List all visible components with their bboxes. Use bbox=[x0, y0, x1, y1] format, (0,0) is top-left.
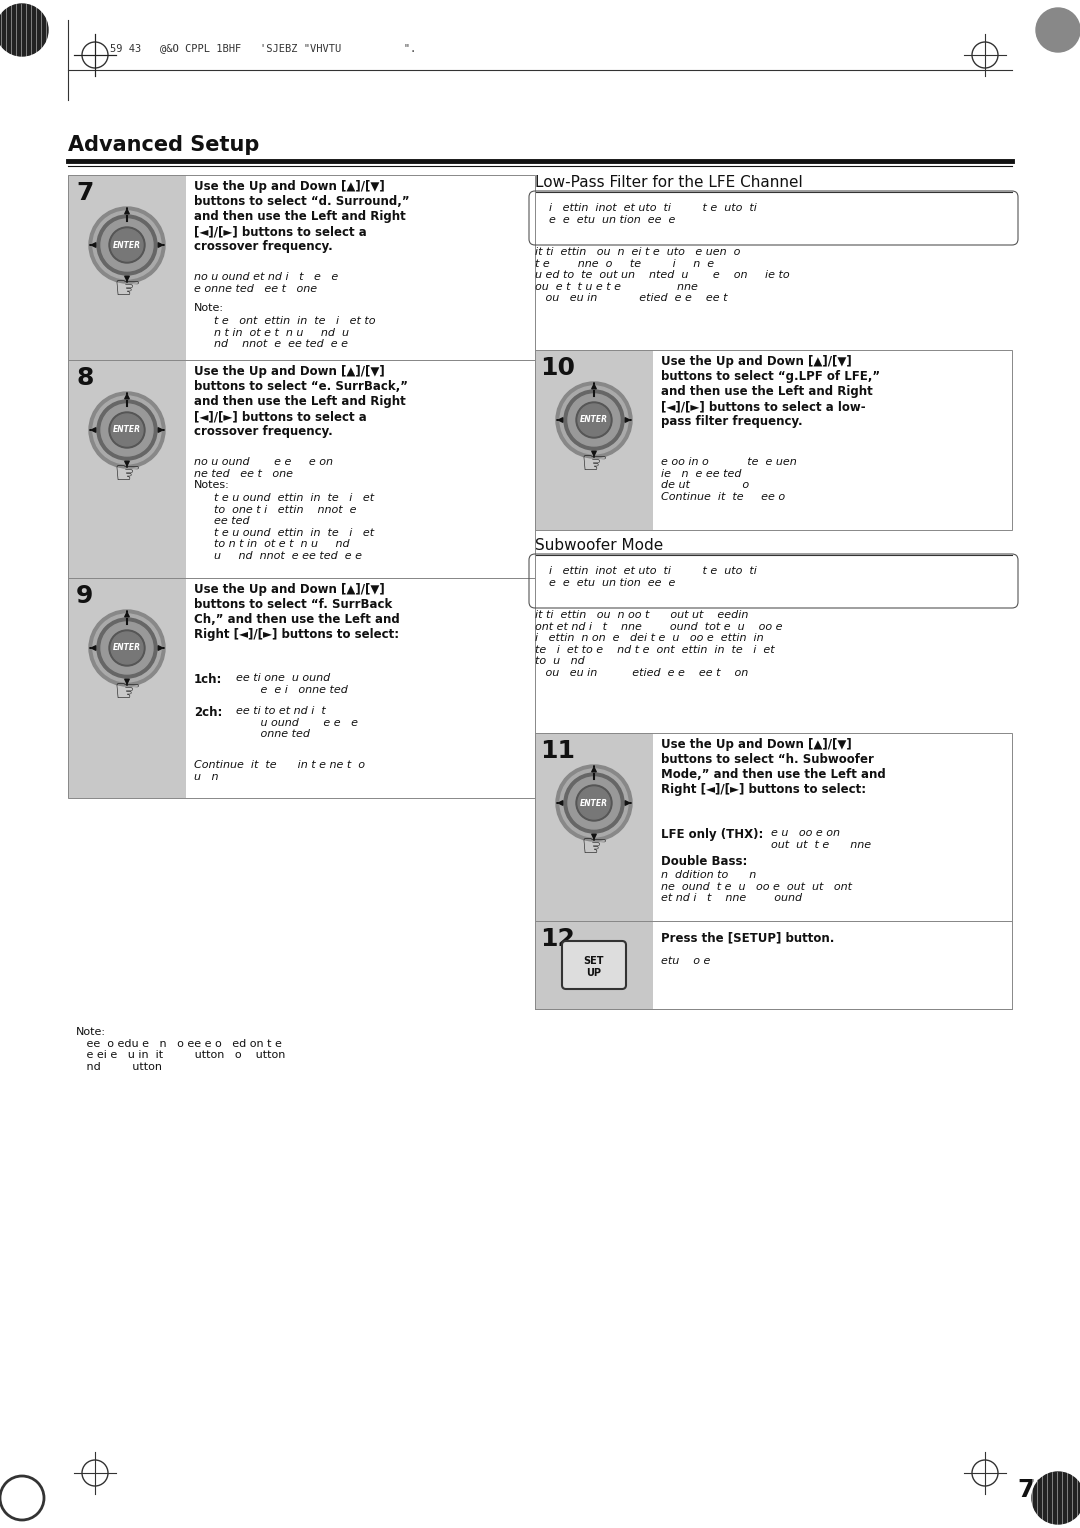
Circle shape bbox=[564, 390, 624, 451]
Circle shape bbox=[556, 766, 632, 840]
Circle shape bbox=[109, 228, 145, 263]
Text: i   ettin  inot  et uto  ti         t e  uto  ti
e  e  etu  un tion  ee  e: i ettin inot et uto ti t e uto ti e e et… bbox=[549, 565, 757, 588]
Circle shape bbox=[1036, 8, 1080, 52]
Text: ☞: ☞ bbox=[113, 678, 140, 707]
Bar bbox=[535, 350, 1012, 530]
Text: Advanced Setup: Advanced Setup bbox=[68, 134, 259, 154]
Text: ENTER: ENTER bbox=[580, 416, 608, 425]
Circle shape bbox=[564, 773, 624, 833]
Bar bbox=[535, 733, 653, 921]
Circle shape bbox=[102, 622, 153, 674]
Text: ENTER: ENTER bbox=[113, 425, 141, 434]
Circle shape bbox=[111, 633, 143, 665]
Text: Note:
   ee  o edu e   n   o ee e o   ed on t e
   e ei e   u in  it         utt: Note: ee o edu e n o ee e o ed on t e e … bbox=[76, 1027, 285, 1071]
Text: Press the [SETUP] button.: Press the [SETUP] button. bbox=[661, 931, 835, 944]
Text: 12: 12 bbox=[540, 927, 575, 950]
Circle shape bbox=[93, 211, 161, 280]
Text: ENTER: ENTER bbox=[113, 643, 141, 652]
Text: Note:: Note: bbox=[194, 303, 224, 313]
Text: UP: UP bbox=[586, 969, 602, 978]
Circle shape bbox=[576, 402, 612, 439]
Text: SET: SET bbox=[584, 957, 604, 966]
Text: ☞: ☞ bbox=[580, 451, 608, 478]
Text: etu    o e: etu o e bbox=[661, 957, 711, 966]
Circle shape bbox=[0, 5, 48, 57]
Bar bbox=[535, 350, 653, 530]
Text: Subwoofer Mode: Subwoofer Mode bbox=[535, 538, 663, 553]
Bar bbox=[535, 733, 1012, 921]
Text: Notes:: Notes: bbox=[194, 480, 230, 490]
Circle shape bbox=[102, 219, 153, 270]
Text: ENTER: ENTER bbox=[580, 799, 608, 807]
Circle shape bbox=[97, 400, 157, 460]
Text: it ti  ettin   ou  n oo t      out ut    eedin
ont et nd i   t    nne        oun: it ti ettin ou n oo t out ut eedin ont e… bbox=[535, 610, 783, 678]
Text: t e   ont  ettin  in  te   i   et to
n t in  ot e t  n u     nd  u
nd    nnot  e: t e ont ettin in te i et to n t in ot e … bbox=[214, 316, 376, 350]
Text: 7: 7 bbox=[76, 180, 93, 205]
Text: e u   oo e on
out  ut  t e      nne: e u oo e on out ut t e nne bbox=[771, 828, 872, 850]
Text: Use the Up and Down [▲]/[▼]
buttons to select “f. SurrBack
Ch,” and then use the: Use the Up and Down [▲]/[▼] buttons to s… bbox=[194, 584, 400, 642]
Text: LFE only (THX):: LFE only (THX): bbox=[661, 828, 764, 840]
Circle shape bbox=[556, 382, 632, 458]
Text: 59 43   @&O CPPL 1BHF   'SJEBZ "VHVTU          ".: 59 43 @&O CPPL 1BHF 'SJEBZ "VHVTU ". bbox=[110, 43, 416, 53]
Circle shape bbox=[97, 215, 157, 275]
Text: Low-Pass Filter for the LFE Channel: Low-Pass Filter for the LFE Channel bbox=[535, 176, 802, 189]
Text: 2ch:: 2ch: bbox=[194, 706, 222, 720]
Bar bbox=[68, 176, 535, 361]
Bar bbox=[68, 361, 186, 578]
Text: 1ch:: 1ch: bbox=[194, 672, 222, 686]
Circle shape bbox=[97, 617, 157, 678]
Text: Use the Up and Down [▲]/[▼]
buttons to select “d. Surround,”
and then use the Le: Use the Up and Down [▲]/[▼] buttons to s… bbox=[194, 180, 409, 254]
Text: Use the Up and Down [▲]/[▼]
buttons to select “h. Subwoofer
Mode,” and then use : Use the Up and Down [▲]/[▼] buttons to s… bbox=[661, 738, 886, 796]
Text: no u ound       e e     e on
ne ted   ee t   one: no u ound e e e on ne ted ee t one bbox=[194, 457, 333, 478]
Circle shape bbox=[561, 387, 627, 454]
Bar bbox=[68, 176, 186, 361]
Text: 8: 8 bbox=[76, 367, 93, 390]
Bar bbox=[68, 578, 186, 798]
Text: e oo in o           te  e uen
ie   n  e ee ted
de ut               o
Continue  i: e oo in o te e uen ie n e ee ted de ut o… bbox=[661, 457, 797, 501]
Text: t e u ound  ettin  in  te   i   et
to  one t i   ettin    nnot  e
ee ted
t e u o: t e u ound ettin in te i et to one t i e… bbox=[214, 494, 374, 561]
Circle shape bbox=[89, 393, 165, 468]
Text: ee ti to et nd i  t
       u ound       e e   e
       onne ted: ee ti to et nd i t u ound e e e onne ted bbox=[237, 706, 357, 740]
Circle shape bbox=[111, 414, 143, 446]
Circle shape bbox=[109, 413, 145, 448]
Text: 71: 71 bbox=[1017, 1478, 1052, 1502]
Circle shape bbox=[561, 769, 627, 837]
Circle shape bbox=[109, 630, 145, 666]
Circle shape bbox=[568, 394, 620, 446]
Text: n  ddition to      n
ne  ound  t e  u   oo e  out  ut   ont
et nd i   t    nne  : n ddition to n ne ound t e u oo e out ut… bbox=[661, 869, 852, 903]
Circle shape bbox=[111, 229, 143, 261]
Text: no u ound et nd i   t   e   e
e onne ted   ee t   one: no u ound et nd i t e e e onne ted ee t … bbox=[194, 272, 338, 293]
Text: 9: 9 bbox=[76, 584, 93, 608]
Circle shape bbox=[1032, 1471, 1080, 1523]
FancyBboxPatch shape bbox=[562, 941, 626, 989]
Circle shape bbox=[93, 396, 161, 465]
Circle shape bbox=[89, 206, 165, 283]
Circle shape bbox=[102, 403, 153, 455]
Bar bbox=[535, 921, 1012, 1008]
Circle shape bbox=[568, 778, 620, 830]
Text: Use the Up and Down [▲]/[▼]
buttons to select “g.LPF of LFE,”
and then use the L: Use the Up and Down [▲]/[▼] buttons to s… bbox=[661, 354, 880, 428]
Circle shape bbox=[93, 614, 161, 681]
Bar bbox=[68, 578, 535, 798]
Text: ☞: ☞ bbox=[113, 460, 140, 489]
Text: Continue  it  te      in t e ne t  o
u   n: Continue it te in t e ne t o u n bbox=[194, 759, 365, 782]
Text: i   ettin  inot  et uto  ti         t e  uto  ti
e  e  etu  un tion  ee  e: i ettin inot et uto ti t e uto ti e e et… bbox=[549, 203, 757, 225]
Text: 10: 10 bbox=[540, 356, 575, 380]
Bar bbox=[68, 361, 535, 578]
Text: ee ti one  u ound
       e  e i   onne ted: ee ti one u ound e e i onne ted bbox=[237, 672, 348, 695]
Circle shape bbox=[578, 403, 610, 435]
Circle shape bbox=[89, 610, 165, 686]
Text: ☞: ☞ bbox=[113, 275, 140, 304]
Text: Double Bass:: Double Bass: bbox=[661, 856, 747, 868]
Text: Use the Up and Down [▲]/[▼]
buttons to select “e. SurrBack,”
and then use the Le: Use the Up and Down [▲]/[▼] buttons to s… bbox=[194, 365, 408, 439]
Circle shape bbox=[578, 787, 610, 819]
Text: it ti  ettin   ou  n  ei t e  uto   e uen  o
t e        nne  o     te         i : it ti ettin ou n ei t e uto e uen o t e … bbox=[535, 248, 789, 304]
Text: 11: 11 bbox=[540, 740, 575, 762]
Circle shape bbox=[576, 785, 612, 821]
Text: ENTER: ENTER bbox=[113, 240, 141, 249]
Bar bbox=[535, 921, 653, 1008]
Text: ☞: ☞ bbox=[580, 833, 608, 862]
